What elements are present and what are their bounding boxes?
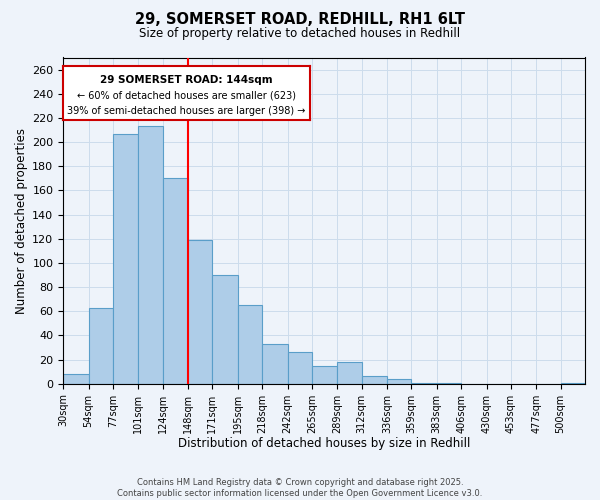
Bar <box>362 376 387 384</box>
Bar <box>63 374 89 384</box>
Y-axis label: Number of detached properties: Number of detached properties <box>15 128 28 314</box>
Bar <box>238 305 262 384</box>
Text: 29, SOMERSET ROAD, REDHILL, RH1 6LT: 29, SOMERSET ROAD, REDHILL, RH1 6LT <box>135 12 465 28</box>
Bar <box>89 308 113 384</box>
Bar <box>412 382 437 384</box>
Text: ← 60% of detached houses are smaller (623): ← 60% of detached houses are smaller (62… <box>77 91 296 101</box>
Bar <box>287 352 312 384</box>
Bar <box>560 382 585 384</box>
Bar <box>437 382 461 384</box>
Bar <box>387 379 412 384</box>
Text: Size of property relative to detached houses in Redhill: Size of property relative to detached ho… <box>139 28 461 40</box>
Bar <box>262 344 287 384</box>
Bar <box>188 240 212 384</box>
X-axis label: Distribution of detached houses by size in Redhill: Distribution of detached houses by size … <box>178 437 470 450</box>
Bar <box>113 134 138 384</box>
Text: 39% of semi-detached houses are larger (398) →: 39% of semi-detached houses are larger (… <box>67 106 305 116</box>
Text: Contains HM Land Registry data © Crown copyright and database right 2025.
Contai: Contains HM Land Registry data © Crown c… <box>118 478 482 498</box>
Bar <box>337 362 362 384</box>
Bar <box>138 126 163 384</box>
Text: 29 SOMERSET ROAD: 144sqm: 29 SOMERSET ROAD: 144sqm <box>100 74 273 85</box>
Bar <box>312 366 337 384</box>
Bar <box>163 178 188 384</box>
Bar <box>212 275 238 384</box>
